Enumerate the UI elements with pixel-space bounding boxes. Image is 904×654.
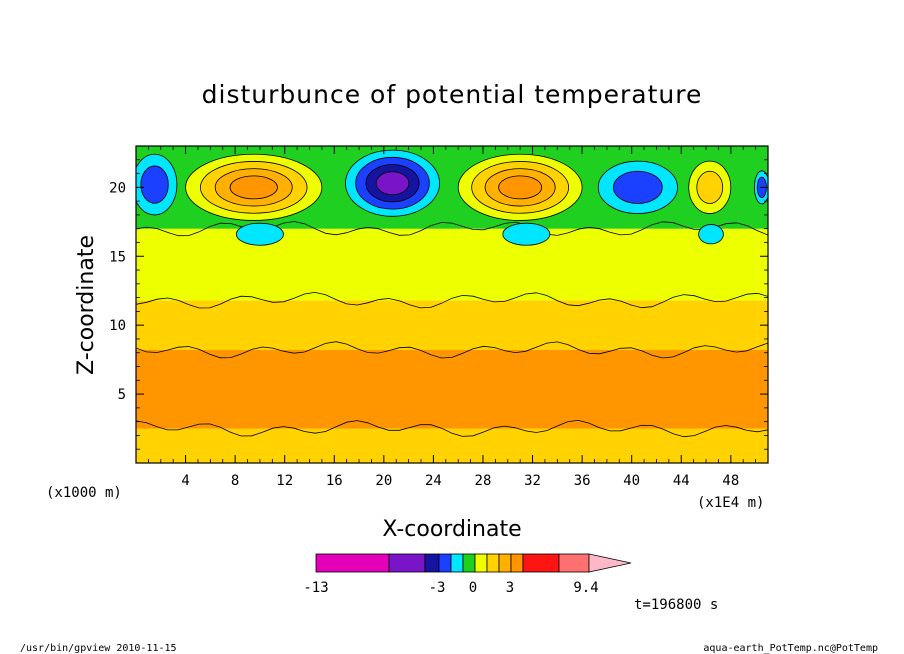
x-tick-label: 24 [425,473,442,489]
colorbar-segment [498,553,512,573]
contour-line-4 [136,221,768,237]
plot-area [136,146,768,463]
contour-band-1 [136,349,768,429]
plot-frame [135,145,769,464]
contour-line-2 [136,341,768,359]
colorbar-segment [424,553,440,573]
x-tick-label: 28 [475,473,492,489]
warm-core-east-contour-3 [498,175,543,200]
cold-lower-east-contour-0 [502,222,551,246]
z-unit-label: (x1000 m) [46,485,122,501]
x-tick-label: 48 [722,473,739,489]
chart-title: disturbunce of potential temperature [202,80,703,109]
warm-east-patch-contour-1 [696,170,724,204]
cold-lower-far-contour-0 [698,224,724,245]
contour-line-3 [136,291,768,309]
x-tick-label: 8 [231,473,239,489]
x-tick-label: 36 [574,473,591,489]
y-axis-label: Z-coordinate [74,235,99,375]
cold-core-contour-3 [375,171,410,196]
colorbar-segment [438,553,452,573]
colorbar-label: -13 [303,580,328,596]
y-axis-ticks: 5 10 15 20 [109,159,768,450]
colorbar-segment [486,553,500,573]
footer-right: aqua-earth_PotTemp.nc@PotTemp [703,643,878,654]
cold-east-patch-contour-1 [613,170,663,204]
colorbar-segment [388,553,426,573]
colorbar-segment [510,553,524,573]
warm-core-west-contour-3 [229,175,278,200]
y-tick-label: 5 [118,387,126,403]
colorbar-segment [474,553,488,573]
colorbar [315,553,632,573]
contour-band-3 [136,228,768,301]
colorbar-segment [315,553,390,573]
x-tick-label: 20 [375,473,392,489]
x-axis-ticks: 4 8 12 16 20 24 28 32 36 40 44 48 [147,146,757,489]
footer-left: /usr/bin/gpview 2010-11-15 [20,643,177,654]
colorbar-arrow [588,553,632,573]
timestamp: t=196800 s [634,597,718,613]
x-tick-label: 44 [673,473,690,489]
colorbar-label: -3 [429,580,446,596]
colorbar-label: 3 [506,580,514,596]
colorbar-labels: -13 -3 0 3 9.4 [303,580,598,596]
contour-band-0 [136,428,768,463]
y-tick-label: 15 [109,249,126,265]
contour-band-2 [136,300,768,350]
x-tick-label: 32 [524,473,541,489]
cold-west-edge-contour-1 [140,165,169,204]
x-tick-label: 16 [326,473,343,489]
y-tick-label: 20 [109,180,126,196]
colorbar-label: 0 [469,580,477,596]
colorbar-segment [450,553,464,573]
cold-lower-west-contour-0 [235,222,284,246]
colorbar-segment [522,553,560,573]
x-tick-label: 40 [623,473,640,489]
y-tick-label: 10 [109,318,126,334]
colorbar-segment [462,553,476,573]
x-tick-label: 12 [276,473,293,489]
colorbar-label: 9.4 [573,580,598,596]
x-unit-label: (x1E4 m) [697,495,764,511]
colorbar-segment [558,553,590,573]
x-tick-label: 4 [181,473,189,489]
contour-line-1 [136,419,768,438]
x-axis-label: X-coordinate [382,517,521,542]
